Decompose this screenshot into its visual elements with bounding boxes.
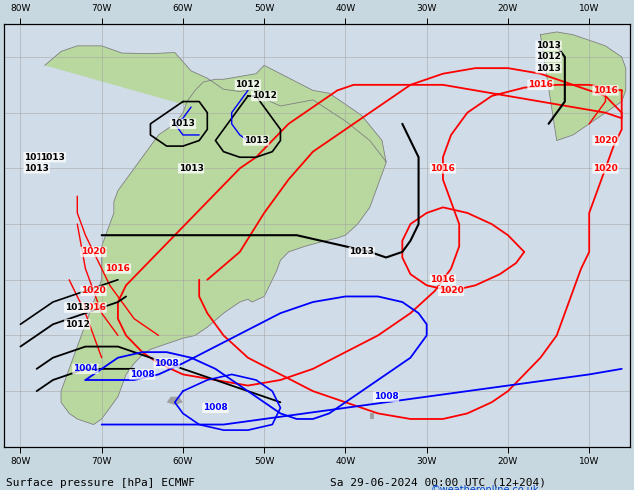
Text: 1016: 1016 [528,80,553,89]
Text: 1013: 1013 [24,164,49,173]
Polygon shape [370,414,374,419]
Text: 1016: 1016 [430,275,455,284]
Text: 1008: 1008 [373,392,398,401]
Text: 1012: 1012 [536,52,561,62]
Text: 1016: 1016 [81,303,106,312]
Text: 1016: 1016 [105,264,131,273]
Text: 1020: 1020 [439,286,463,295]
Text: 1012: 1012 [252,92,276,100]
Polygon shape [540,32,626,141]
Text: 1012: 1012 [65,320,90,329]
Text: 1020: 1020 [593,136,618,145]
Text: 1020: 1020 [593,164,618,173]
Polygon shape [45,46,386,424]
Text: 1013: 1013 [349,247,374,256]
Text: 1013: 1013 [171,120,195,128]
Text: Sa 29-06-2024 00:00 UTC (12+204): Sa 29-06-2024 00:00 UTC (12+204) [330,478,546,488]
Polygon shape [167,397,183,405]
Text: 1013: 1013 [65,303,90,312]
Text: 1013: 1013 [179,164,204,173]
Text: 1013: 1013 [536,64,561,73]
Text: 1020: 1020 [81,247,106,256]
Text: 1008: 1008 [154,359,179,368]
Text: 1020: 1020 [81,286,106,295]
Text: 1004: 1004 [73,365,98,373]
Text: 1013: 1013 [243,136,268,145]
Text: 1016: 1016 [430,164,455,173]
Text: 1008: 1008 [130,370,155,379]
Text: 1013: 1013 [24,153,49,162]
Text: 1013: 1013 [536,41,561,50]
Text: Surface pressure [hPa] ECMWF: Surface pressure [hPa] ECMWF [6,478,195,488]
Text: 1016: 1016 [593,86,618,95]
Text: 1013: 1013 [41,153,65,162]
Text: 1008: 1008 [203,403,228,412]
Text: ©weatheronline.co.uk: ©weatheronline.co.uk [431,485,540,490]
Text: 1012: 1012 [235,80,261,89]
